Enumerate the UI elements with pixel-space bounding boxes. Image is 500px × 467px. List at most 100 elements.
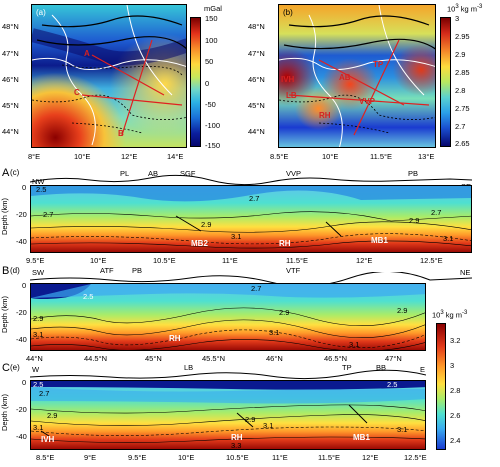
cbar-tick: 2.9 <box>455 50 466 59</box>
x-tick: 12.5°E <box>420 256 443 265</box>
lat-tick: 47°N <box>2 49 19 58</box>
density-section-b: 2.5 2.7 2.9 2.9 2.9 3.1 3.1 3.1 RH <box>30 283 426 351</box>
cbar-tick: -100 <box>205 121 221 130</box>
contour-label: 2.5 <box>33 380 44 389</box>
contour-label: 2.9 <box>201 220 212 229</box>
lon-tick: 8°E <box>28 152 41 161</box>
contour-label: 2.5 <box>36 185 47 194</box>
x-tick: 11.5°E <box>286 256 309 265</box>
feature-label: LB <box>184 363 194 372</box>
density-section-c: 2.5 2.5 2.7 2.9 2.9 3.1 3.1 3.1 3.3 IVH … <box>30 380 426 450</box>
x-tick: 8.5°E <box>36 453 55 462</box>
panel-label-a: (a) <box>36 8 46 17</box>
panel-label-d: (d) <box>10 266 20 275</box>
contour-label: 2.7 <box>249 194 260 203</box>
topography-profile-a <box>30 174 472 186</box>
y-tick: -40 <box>16 335 27 344</box>
section-ylabel: Depth (km) <box>0 295 10 334</box>
topography-profile-b <box>30 272 472 284</box>
y-tick: -20 <box>16 405 27 414</box>
region-label-ivh: IVH <box>281 75 295 84</box>
topography-profile-c <box>30 369 426 380</box>
x-tick: 9°E <box>84 453 97 462</box>
gravity-colorbar <box>190 17 201 147</box>
lon-tick: 11.5°E <box>370 152 393 161</box>
body-label: RH <box>279 239 291 248</box>
profile-line-c <box>81 94 183 106</box>
contour-label: 3.1 <box>349 340 360 349</box>
feature-label: VTF <box>286 266 301 275</box>
x-tick: 12°E <box>362 453 379 462</box>
density-field <box>279 5 435 147</box>
x-tick: 46.5°N <box>324 354 348 363</box>
contour-label: 2.7 <box>251 284 262 293</box>
contour-label: 2.7 <box>43 210 54 219</box>
contour-label: 3.1 <box>33 423 44 432</box>
contour-label: 2.5 <box>387 380 398 389</box>
x-tick: 10.5°E <box>226 453 249 462</box>
y-tick: -20 <box>16 210 27 219</box>
cbar-tick: 2.95 <box>455 32 470 41</box>
contour-label: 2.9 <box>245 415 256 424</box>
section-ylabel: Depth (km) <box>0 393 10 432</box>
cbar-tick: 3.2 <box>450 336 461 345</box>
lon-tick: 14°E <box>167 152 184 161</box>
x-tick: 11.5°E <box>318 453 341 462</box>
cbar-tick: 0 <box>205 79 210 88</box>
panel-label-e: (e) <box>10 363 20 372</box>
lat-tick: 48°N <box>248 22 265 31</box>
y-tick: 0 <box>22 183 27 192</box>
body-label: MB2 <box>191 239 208 248</box>
density-map: (b) IVH AB TP LB VVP RH <box>278 4 436 148</box>
lat-tick: 46°N <box>248 75 265 84</box>
gravity-anomaly-field <box>32 5 186 147</box>
x-tick: 44.5°N <box>84 354 108 363</box>
section-ylabel: Depth (km) <box>0 197 10 236</box>
cbar-tick: -50 <box>205 100 216 109</box>
feature-label: BB <box>376 363 387 372</box>
body-label: MB1 <box>353 433 370 442</box>
lat-tick: 47°N <box>248 49 265 58</box>
profile-line-a <box>91 54 165 96</box>
lat-tick: 45°N <box>2 101 19 110</box>
contour-label: 2.9 <box>47 411 58 420</box>
contour-label: 3.1 <box>263 421 274 430</box>
cbar-tick: 3 <box>450 361 455 370</box>
feature-label: PB <box>408 169 419 178</box>
contour-label: 3.1 <box>269 328 280 337</box>
y-tick: -40 <box>16 432 27 441</box>
section-end-right: E <box>420 365 426 374</box>
body-label: RH <box>231 433 243 442</box>
lat-tick: 48°N <box>2 22 19 31</box>
x-tick: 45°N <box>145 354 162 363</box>
cbar-tick: 2.6 <box>450 411 461 420</box>
region-label-lb: LB <box>286 91 297 100</box>
panel-label-c: (c) <box>10 168 20 177</box>
body-label: IVH <box>41 435 55 444</box>
x-tick: 47°N <box>385 354 402 363</box>
lon-tick: 10°E <box>74 152 91 161</box>
y-tick: 0 <box>22 378 27 387</box>
cbar-tick: -150 <box>205 141 221 150</box>
lat-tick: 44°N <box>2 127 19 136</box>
y-tick: -20 <box>16 308 27 317</box>
cbar-tick: 2.7 <box>455 122 466 131</box>
region-label-rh: RH <box>319 111 331 120</box>
section-end-left: W <box>32 365 40 374</box>
contour-label: 2.9 <box>409 216 420 225</box>
profile-label-a: A <box>84 49 90 58</box>
lat-tick: 44°N <box>248 127 265 136</box>
contour-label: 2.7 <box>431 208 442 217</box>
profile-label-b: B <box>118 129 124 138</box>
x-tick: 10°E <box>178 453 195 462</box>
gravity-unit: mGal <box>204 4 222 13</box>
x-tick: 11°E <box>272 453 288 462</box>
section-end-left: NW <box>32 177 45 186</box>
x-tick: 9.5°E <box>128 453 147 462</box>
feature-label: PB <box>132 266 143 275</box>
contour-label: 2.7 <box>39 389 50 398</box>
section-letter-c: C <box>2 362 10 374</box>
section-letter-a: A <box>2 167 10 179</box>
profile-label-c: C <box>74 88 80 97</box>
contour-label: 3.1 <box>443 234 454 243</box>
